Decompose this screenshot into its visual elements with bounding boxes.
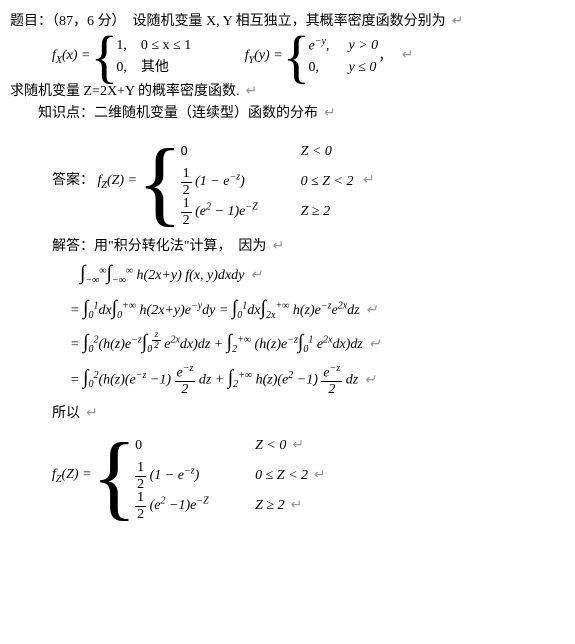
line-end: ↵ — [324, 106, 336, 121]
comma: ， — [378, 47, 392, 67]
fy-c2a: 0, — [309, 58, 349, 78]
line-end: ↵ — [363, 173, 375, 188]
fz-label-2: fZ(Z) = — [52, 465, 92, 487]
knowledge-text: 知识点：二维随机变量（连续型）函数的分布 — [38, 106, 318, 121]
line-end: ↵ — [366, 303, 378, 318]
line-end: ↵ — [272, 239, 284, 254]
therefore: 所以 ↵ — [10, 404, 575, 424]
fz2-r3-c: Z ≥ 2 — [255, 496, 284, 516]
equation-3: = ∫02(h(z)e−z∫0z2 e2xdx)dz + ∫2+∞ (h(z)e… — [10, 328, 575, 357]
solve-text: 解答：用"积分转化法"计算， 因为 — [52, 239, 266, 254]
fy-label: fY(y) = — [245, 46, 283, 68]
brace-icon: { — [92, 441, 138, 512]
fx-case1: 1, 0 ≤ x ≤ 1 — [116, 36, 191, 56]
fz-r1-v: 0 — [181, 142, 301, 162]
fz2-r3-v: 12 (e2 −1)e−Z — [135, 490, 255, 522]
fy-c1a: e−y, — [309, 35, 349, 56]
fy-cases: e−y,y > 0 0,y ≤ 0 — [309, 35, 379, 79]
fz2-r1-c: Z < 0 — [255, 436, 286, 456]
fx-def: fX(x) = { 1, 0 ≤ x ≤ 1 0, 其他 — [52, 34, 191, 80]
answer-label: 答案： — [52, 173, 94, 188]
fz2-r2-v: 12 (1 − e−z) — [135, 460, 255, 492]
line-end: ↵ — [402, 48, 414, 63]
brace-icon: { — [91, 34, 119, 80]
equation-2: = ∫01dx∫0+∞ h(2x+y)e−ydy = ∫01dx∫2x+∞ h(… — [10, 294, 575, 323]
line-end: ↵ — [86, 406, 98, 421]
title-text: 题目：（87，6 分） 设随机变量 X, Y 相互独立，其概率密度函数分别为 — [10, 14, 446, 29]
line-end: ↵ — [250, 268, 262, 283]
solve-label: 解答：用"积分转化法"计算， 因为 ↵ — [10, 237, 575, 257]
knowledge-point: 知识点：二维随机变量（连续型）函数的分布 ↵ — [10, 104, 575, 124]
fy-c2b: y ≤ 0 — [349, 58, 377, 78]
fz-r2-v: 12 (1 − e−z) — [181, 166, 301, 198]
so-text: 所以 — [52, 406, 80, 421]
fz2-r2-c: 0 ≤ Z < 2 — [255, 466, 308, 486]
fz-cases-2: 0Z < 0↵ 12 (1 − e−z)0 ≤ Z < 2↵ 12 (e2 −1… — [135, 431, 326, 521]
fz2-r1-v: 0 — [135, 436, 255, 456]
line-end: ↵ — [364, 373, 376, 388]
fz-r2-c: 0 ≤ Z < 2 — [301, 172, 354, 192]
fz-answer: fZ(Z) = { 0Z < 0 12 (1 − e−z)0 ≤ Z < 2 1… — [98, 137, 354, 227]
line-end: ↵ — [452, 14, 464, 29]
fz-label: fZ(Z) = — [98, 171, 138, 193]
fz-r1-c: Z < 0 — [301, 142, 332, 162]
equation-1: ∫−∞∞∫−∞∞ h(2x+y) f(x, y)dxdy↵ — [10, 259, 575, 288]
ask-text: 求随机变量 Z=2X+Y 的概率密度函数. — [10, 84, 240, 99]
fy-def: fY(y) = { e−y,y > 0 0,y ≤ 0 ， — [245, 34, 392, 80]
equation-4: = ∫02(h(z)(e−z −1) e−z2 dz + ∫2+∞ h(z)(e… — [10, 363, 575, 397]
fz-final: fZ(Z) = { 0Z < 0↵ 12 (1 − e−z)0 ≤ Z < 2↵… — [52, 431, 326, 521]
fx-case2: 0, 其他 — [116, 58, 169, 78]
fx-cases: 1, 0 ≤ x ≤ 1 0, 其他 — [116, 35, 191, 79]
brace-icon: { — [283, 34, 311, 80]
fy-c1b: y > 0 — [349, 36, 379, 56]
answer-block: 答案： fZ(Z) = { 0Z < 0 12 (1 − e−z)0 ≤ Z <… — [10, 137, 575, 227]
fz-r3-v: 12 (e2 − 1)e−Z — [181, 196, 301, 228]
fz-cases: 0Z < 0 12 (1 − e−z)0 ≤ Z < 2 12 (e2 − 1)… — [181, 137, 354, 227]
fx-label: fX(x) = — [52, 46, 91, 68]
line-end: ↵ — [369, 337, 381, 352]
final-answer: fZ(Z) = { 0Z < 0↵ 12 (1 − e−z)0 ≤ Z < 2↵… — [10, 431, 575, 521]
fz-r3-c: Z ≥ 2 — [301, 202, 330, 222]
brace-icon: { — [137, 147, 183, 218]
line-end: ↵ — [246, 84, 258, 99]
density-functions: fX(x) = { 1, 0 ≤ x ≤ 1 0, 其他 fY(y) = { e… — [10, 34, 575, 80]
